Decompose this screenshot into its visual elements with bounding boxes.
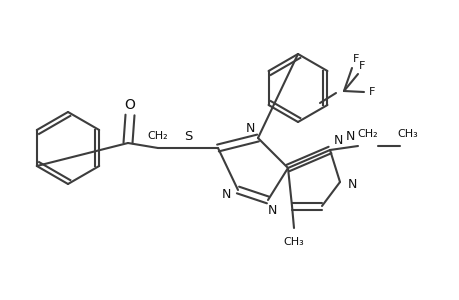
Text: F: F [368,87,375,97]
Text: CH₃: CH₃ [283,237,304,247]
Text: N: N [345,130,354,142]
Text: S: S [184,130,192,142]
Text: CH₂: CH₂ [357,129,377,139]
Text: N: N [221,188,230,200]
Text: O: O [124,98,135,112]
Text: N: N [245,122,254,134]
Text: CH₂: CH₂ [147,131,168,141]
Text: F: F [358,61,364,71]
Text: CH₃: CH₃ [397,129,418,139]
Text: N: N [333,134,342,146]
Text: N: N [267,203,276,217]
Text: N: N [347,178,356,190]
Text: F: F [352,54,358,64]
